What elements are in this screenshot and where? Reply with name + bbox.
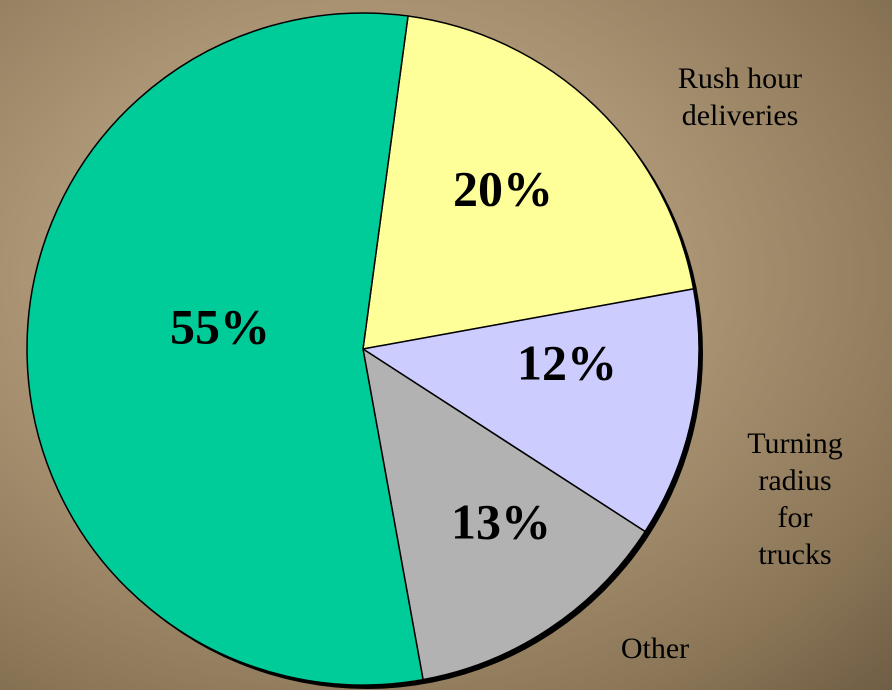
slice-value-label: 12% [517, 334, 617, 390]
slice-value-label: 55% [170, 298, 270, 354]
slice-value-label: 13% [451, 493, 551, 549]
slide: 20% 12% 13% 55% Rush hour deliveries Turning… [0, 0, 892, 690]
slice-category-label: Rush hour deliveries [678, 60, 802, 134]
slice-category-label: Turning radius for trucks [747, 425, 844, 573]
slice-category-label: Other [621, 630, 689, 667]
slice-value-label: 20% [453, 160, 553, 216]
